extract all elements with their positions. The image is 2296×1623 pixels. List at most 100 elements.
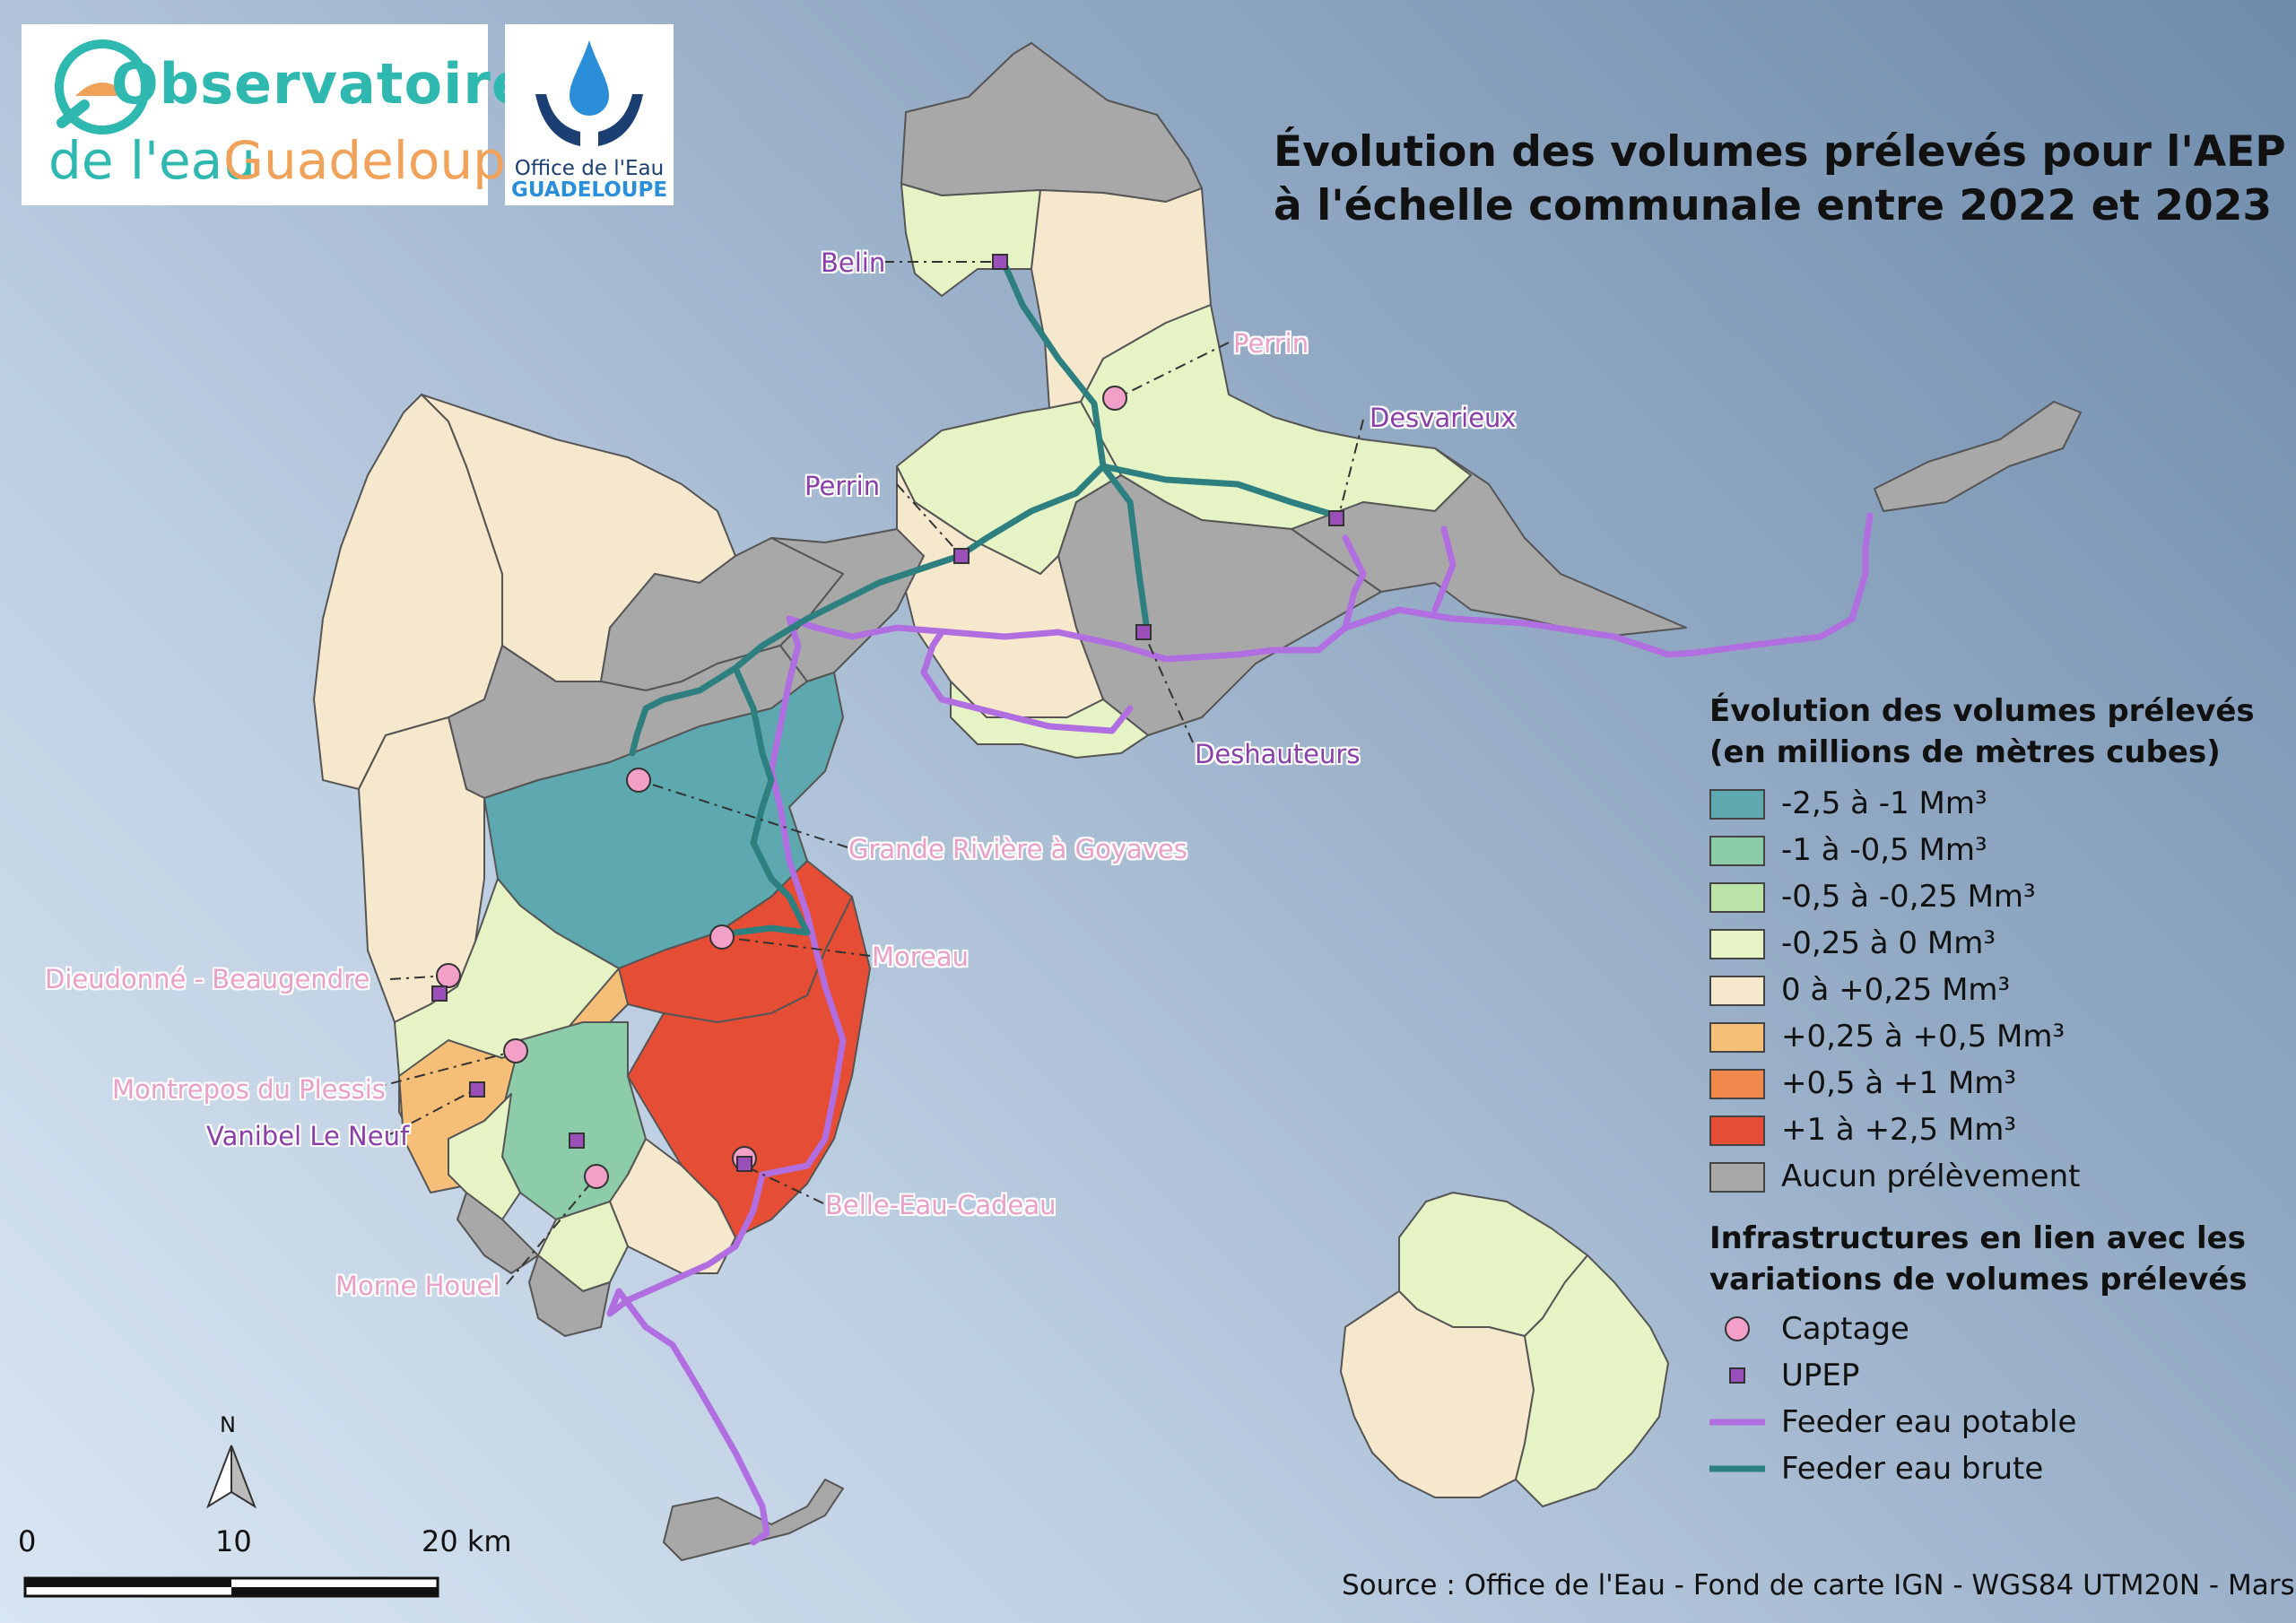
legend-heading-line1: Évolution des volumes prélevés bbox=[1709, 693, 2255, 729]
legend: Évolution des volumes prélevés (en milli… bbox=[1709, 690, 2283, 1492]
leader-line bbox=[367, 1050, 517, 1090]
label-montrepos: Montrepos du Plessis bbox=[112, 1074, 386, 1105]
legend-swatch bbox=[1709, 836, 1765, 866]
leader-line bbox=[1143, 631, 1194, 743]
legend-infra: Captage UPEP Feeder eau potable Feeder eau … bbox=[1709, 1306, 2283, 1492]
commune-regions bbox=[313, 42, 2082, 1561]
feeder-lines bbox=[606, 256, 1874, 1546]
captage-icon bbox=[1102, 386, 1127, 411]
upep-icon bbox=[736, 1156, 752, 1172]
scale-label-20km: 20 km bbox=[422, 1524, 512, 1558]
legend-infra-row: Feeder eau potable bbox=[1709, 1399, 2283, 1445]
feeder-eau-brute bbox=[732, 664, 811, 936]
feeder-eau-brute bbox=[1100, 463, 1340, 519]
captage-icon bbox=[709, 924, 735, 950]
north-arrow-icon bbox=[206, 1445, 257, 1509]
legend-classes: -2,5 à -1 Mm³ -1 à -0,5 Mm³ -0,5 à -0,25 M… bbox=[1709, 780, 2283, 1200]
leader-line bbox=[1116, 342, 1230, 399]
legend-swatch bbox=[1709, 1162, 1765, 1193]
office-logo-line2: GUADELOUPE bbox=[510, 178, 668, 202]
leader-line bbox=[1337, 419, 1364, 519]
label-perrin-upep: Perrin bbox=[804, 471, 881, 501]
legend-class-row: 0 à +0,25 Mm³ bbox=[1709, 967, 2283, 1013]
commune-region bbox=[950, 681, 1149, 759]
legend-class-row: Aucun prélèvement bbox=[1709, 1153, 2283, 1200]
label-leader-lines bbox=[367, 261, 1364, 1285]
map-title-line1: Évolution des volumes prélevés pour l'AE… bbox=[1274, 127, 2286, 177]
feeder-eau-potable bbox=[920, 629, 1134, 734]
legend-infra-row: Captage bbox=[1709, 1306, 2283, 1352]
legend-class-label: +1 à +2,5 Mm³ bbox=[1781, 1112, 2017, 1148]
leader-line bbox=[389, 1089, 476, 1135]
upep-icon bbox=[1328, 510, 1344, 526]
legend-swatch bbox=[1709, 789, 1765, 820]
leader-line bbox=[721, 936, 871, 957]
commune-region bbox=[900, 183, 1041, 297]
label-morne-houel: Morne Houel bbox=[335, 1271, 500, 1301]
captage-icon bbox=[436, 963, 461, 988]
commune-region bbox=[900, 42, 1203, 203]
legend-class-row: +0,25 à +0,5 Mm³ bbox=[1709, 1013, 2283, 1060]
legend-class-row: +0,5 à +1 Mm³ bbox=[1709, 1060, 2283, 1107]
north-label: N bbox=[220, 1412, 236, 1437]
legend-infra-label: Feeder eau brute bbox=[1781, 1451, 2044, 1487]
label-grande-riviere: Grande Rivière à Goyaves bbox=[848, 834, 1187, 864]
source-credit: Source : Office de l'Eau - Fond de carte… bbox=[1342, 1569, 2296, 1601]
legend-class-label: -0,25 à 0 Mm³ bbox=[1781, 925, 1996, 961]
legend-class-label: -2,5 à -1 Mm³ bbox=[1781, 785, 1987, 821]
office-logo: Office de l'Eau GUADELOUPE bbox=[505, 24, 674, 205]
leader-line bbox=[896, 483, 962, 557]
feeder-line-icon bbox=[1709, 1419, 1765, 1426]
feeder-eau-potable bbox=[1431, 525, 1457, 613]
legend-infra-row: Feeder eau brute bbox=[1709, 1445, 2283, 1492]
feeder-eau-brute bbox=[999, 256, 1152, 640]
legend-class-label: 0 à +0,25 Mm³ bbox=[1781, 972, 2011, 1008]
legend-swatch bbox=[1709, 929, 1765, 959]
upep-icon bbox=[431, 985, 448, 1002]
legend-swatch bbox=[1709, 1115, 1765, 1146]
label-perrin-captage: Perrin bbox=[1233, 328, 1309, 359]
commune-region bbox=[663, 1479, 844, 1561]
legend-swatch bbox=[1709, 1069, 1765, 1099]
legend-class-row: -1 à -0,5 Mm³ bbox=[1709, 827, 2283, 873]
upep-icon bbox=[1729, 1367, 1745, 1384]
feeder-line-icon bbox=[1709, 1465, 1765, 1472]
feeder-eau-brute bbox=[629, 463, 1107, 757]
commune-region bbox=[448, 1093, 521, 1220]
legend-class-row: -0,5 à -0,25 Mm³ bbox=[1709, 873, 2283, 920]
feeder-eau-potable bbox=[1342, 534, 1367, 631]
legend-class-label: +0,25 à +0,5 Mm³ bbox=[1781, 1019, 2066, 1055]
upep-icon bbox=[953, 548, 970, 564]
water-drop-hands-icon bbox=[535, 40, 643, 146]
scale-label-0: 0 bbox=[18, 1524, 37, 1558]
commune-region bbox=[770, 528, 925, 682]
office-logo-line1: Office de l'Eau bbox=[514, 157, 665, 180]
legend-infra-heading-line2: variations de volumes prélevés bbox=[1709, 1262, 2248, 1298]
commune-region bbox=[457, 1192, 539, 1274]
legend-swatch bbox=[1709, 976, 1765, 1006]
upep-icon bbox=[569, 1133, 585, 1149]
legend-infra-label: UPEP bbox=[1781, 1358, 1860, 1393]
observatoire-logo-line2a: de l'eau bbox=[48, 130, 256, 191]
label-vanibel: Vanibel Le Neuf bbox=[206, 1121, 410, 1151]
label-belle-eau: Belle-Eau-Cadeau bbox=[825, 1190, 1057, 1220]
label-deshauteurs: Deshauteurs bbox=[1195, 739, 1361, 769]
commune-region bbox=[1515, 1254, 1669, 1507]
map-title: Évolution des volumes prélevés pour l'AE… bbox=[1274, 126, 2286, 233]
captage-icon bbox=[626, 768, 651, 793]
label-desvarieux: Desvarieux bbox=[1370, 403, 1517, 433]
upep-icon bbox=[469, 1081, 485, 1098]
legend-class-label: +0,5 à +1 Mm³ bbox=[1781, 1065, 2017, 1101]
observatoire-logo: Observatoire de l'eau Guadeloupe bbox=[22, 24, 538, 205]
map-title-line2: à l'échelle communale entre 2022 et 2023 bbox=[1274, 181, 2273, 230]
legend-class-label: -1 à -0,5 Mm³ bbox=[1781, 832, 1987, 868]
label-moreau: Moreau bbox=[872, 942, 970, 972]
scale-bar bbox=[23, 1576, 439, 1598]
legend-swatch bbox=[1709, 882, 1765, 913]
legend-class-label: -0,5 à -0,25 Mm³ bbox=[1781, 879, 2036, 915]
wave-logo-icon bbox=[55, 39, 150, 135]
legend-heading-line2: (en millions de mètres cubes) bbox=[1709, 734, 2221, 770]
observatoire-logo-line2b: Guadeloupe bbox=[223, 130, 538, 191]
